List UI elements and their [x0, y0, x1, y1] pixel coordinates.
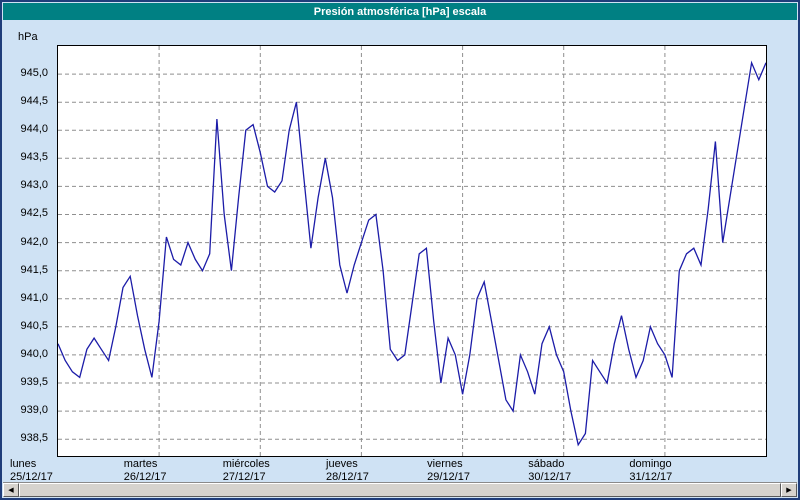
- chart-canvas: [57, 46, 767, 456]
- day-date-label: 31/12/17: [629, 471, 673, 483]
- day-date-label: 28/12/17: [326, 471, 369, 483]
- x-axis-labels: lunes 25/12/17 martes 26/12/17 miércoles 27/1…: [10, 458, 765, 486]
- y-tick-label: 943,5: [20, 151, 48, 164]
- y-tick-label: 944,5: [20, 95, 48, 108]
- y-tick-label: 942,0: [20, 235, 48, 248]
- y-tick-label: 944,0: [20, 123, 48, 136]
- scroll-right-button[interactable]: ▶: [781, 483, 797, 497]
- y-tick-label: 938,5: [20, 432, 48, 445]
- y-tick-label: 942,5: [20, 207, 48, 220]
- x-axis-label: lunes 25/12/17: [10, 458, 53, 484]
- day-date-label: 29/12/17: [427, 471, 470, 483]
- y-tick-label: 940,0: [20, 347, 48, 360]
- x-axis-label: martes 26/12/17: [124, 458, 167, 484]
- x-axis-label: viernes 29/12/17: [427, 458, 470, 484]
- arrow-right-icon: ▶: [786, 487, 792, 494]
- y-tick-label: 943,0: [20, 179, 48, 192]
- y-tick-label: 941,5: [20, 263, 48, 276]
- day-name-label: martes: [123, 458, 158, 470]
- horizontal-scrollbar[interactable]: ◀ ▶: [3, 482, 797, 497]
- title-bar: Presión atmosférica [hPa] escala: [3, 3, 797, 20]
- arrow-left-icon: ◀: [8, 487, 14, 494]
- day-name-label: sábado: [528, 458, 565, 470]
- scrollbar-thumb[interactable]: [19, 483, 781, 497]
- y-axis-unit-label: hPa: [18, 31, 38, 43]
- day-name-label: domingo: [629, 458, 672, 470]
- y-tick-label: 945,0: [20, 67, 48, 80]
- pressure-line: [57, 60, 767, 447]
- day-name-label: viernes: [427, 458, 463, 470]
- day-date-label: 25/12/17: [10, 471, 53, 483]
- plot-area: [57, 45, 767, 457]
- day-name-label: miércoles: [222, 458, 270, 470]
- y-tick-label: 941,0: [20, 291, 48, 304]
- scroll-left-button[interactable]: ◀: [3, 483, 19, 497]
- day-date-label: 26/12/17: [123, 471, 167, 483]
- day-name-label: lunes: [10, 458, 37, 470]
- chart-title: Presión atmosférica [hPa] escala: [313, 5, 487, 18]
- day-date-label: 30/12/17: [528, 471, 572, 483]
- y-tick-label: 940,5: [20, 319, 48, 332]
- x-axis-label: jueves 28/12/17: [326, 458, 369, 484]
- day-date-label: 27/12/17: [222, 471, 266, 483]
- x-axis-label: miércoles 27/12/17: [223, 458, 270, 484]
- day-name-label: jueves: [326, 458, 358, 470]
- x-axis-label: domingo 31/12/17: [629, 458, 672, 484]
- x-axis-label: sábado 30/12/17: [528, 458, 571, 484]
- y-tick-label: 939,5: [20, 375, 48, 388]
- y-axis-labels: 945,0 944,5 944,0 943,5 943,0 942,5 942,0 941,5…: [2, 2, 54, 498]
- y-tick-label: 939,0: [20, 404, 48, 417]
